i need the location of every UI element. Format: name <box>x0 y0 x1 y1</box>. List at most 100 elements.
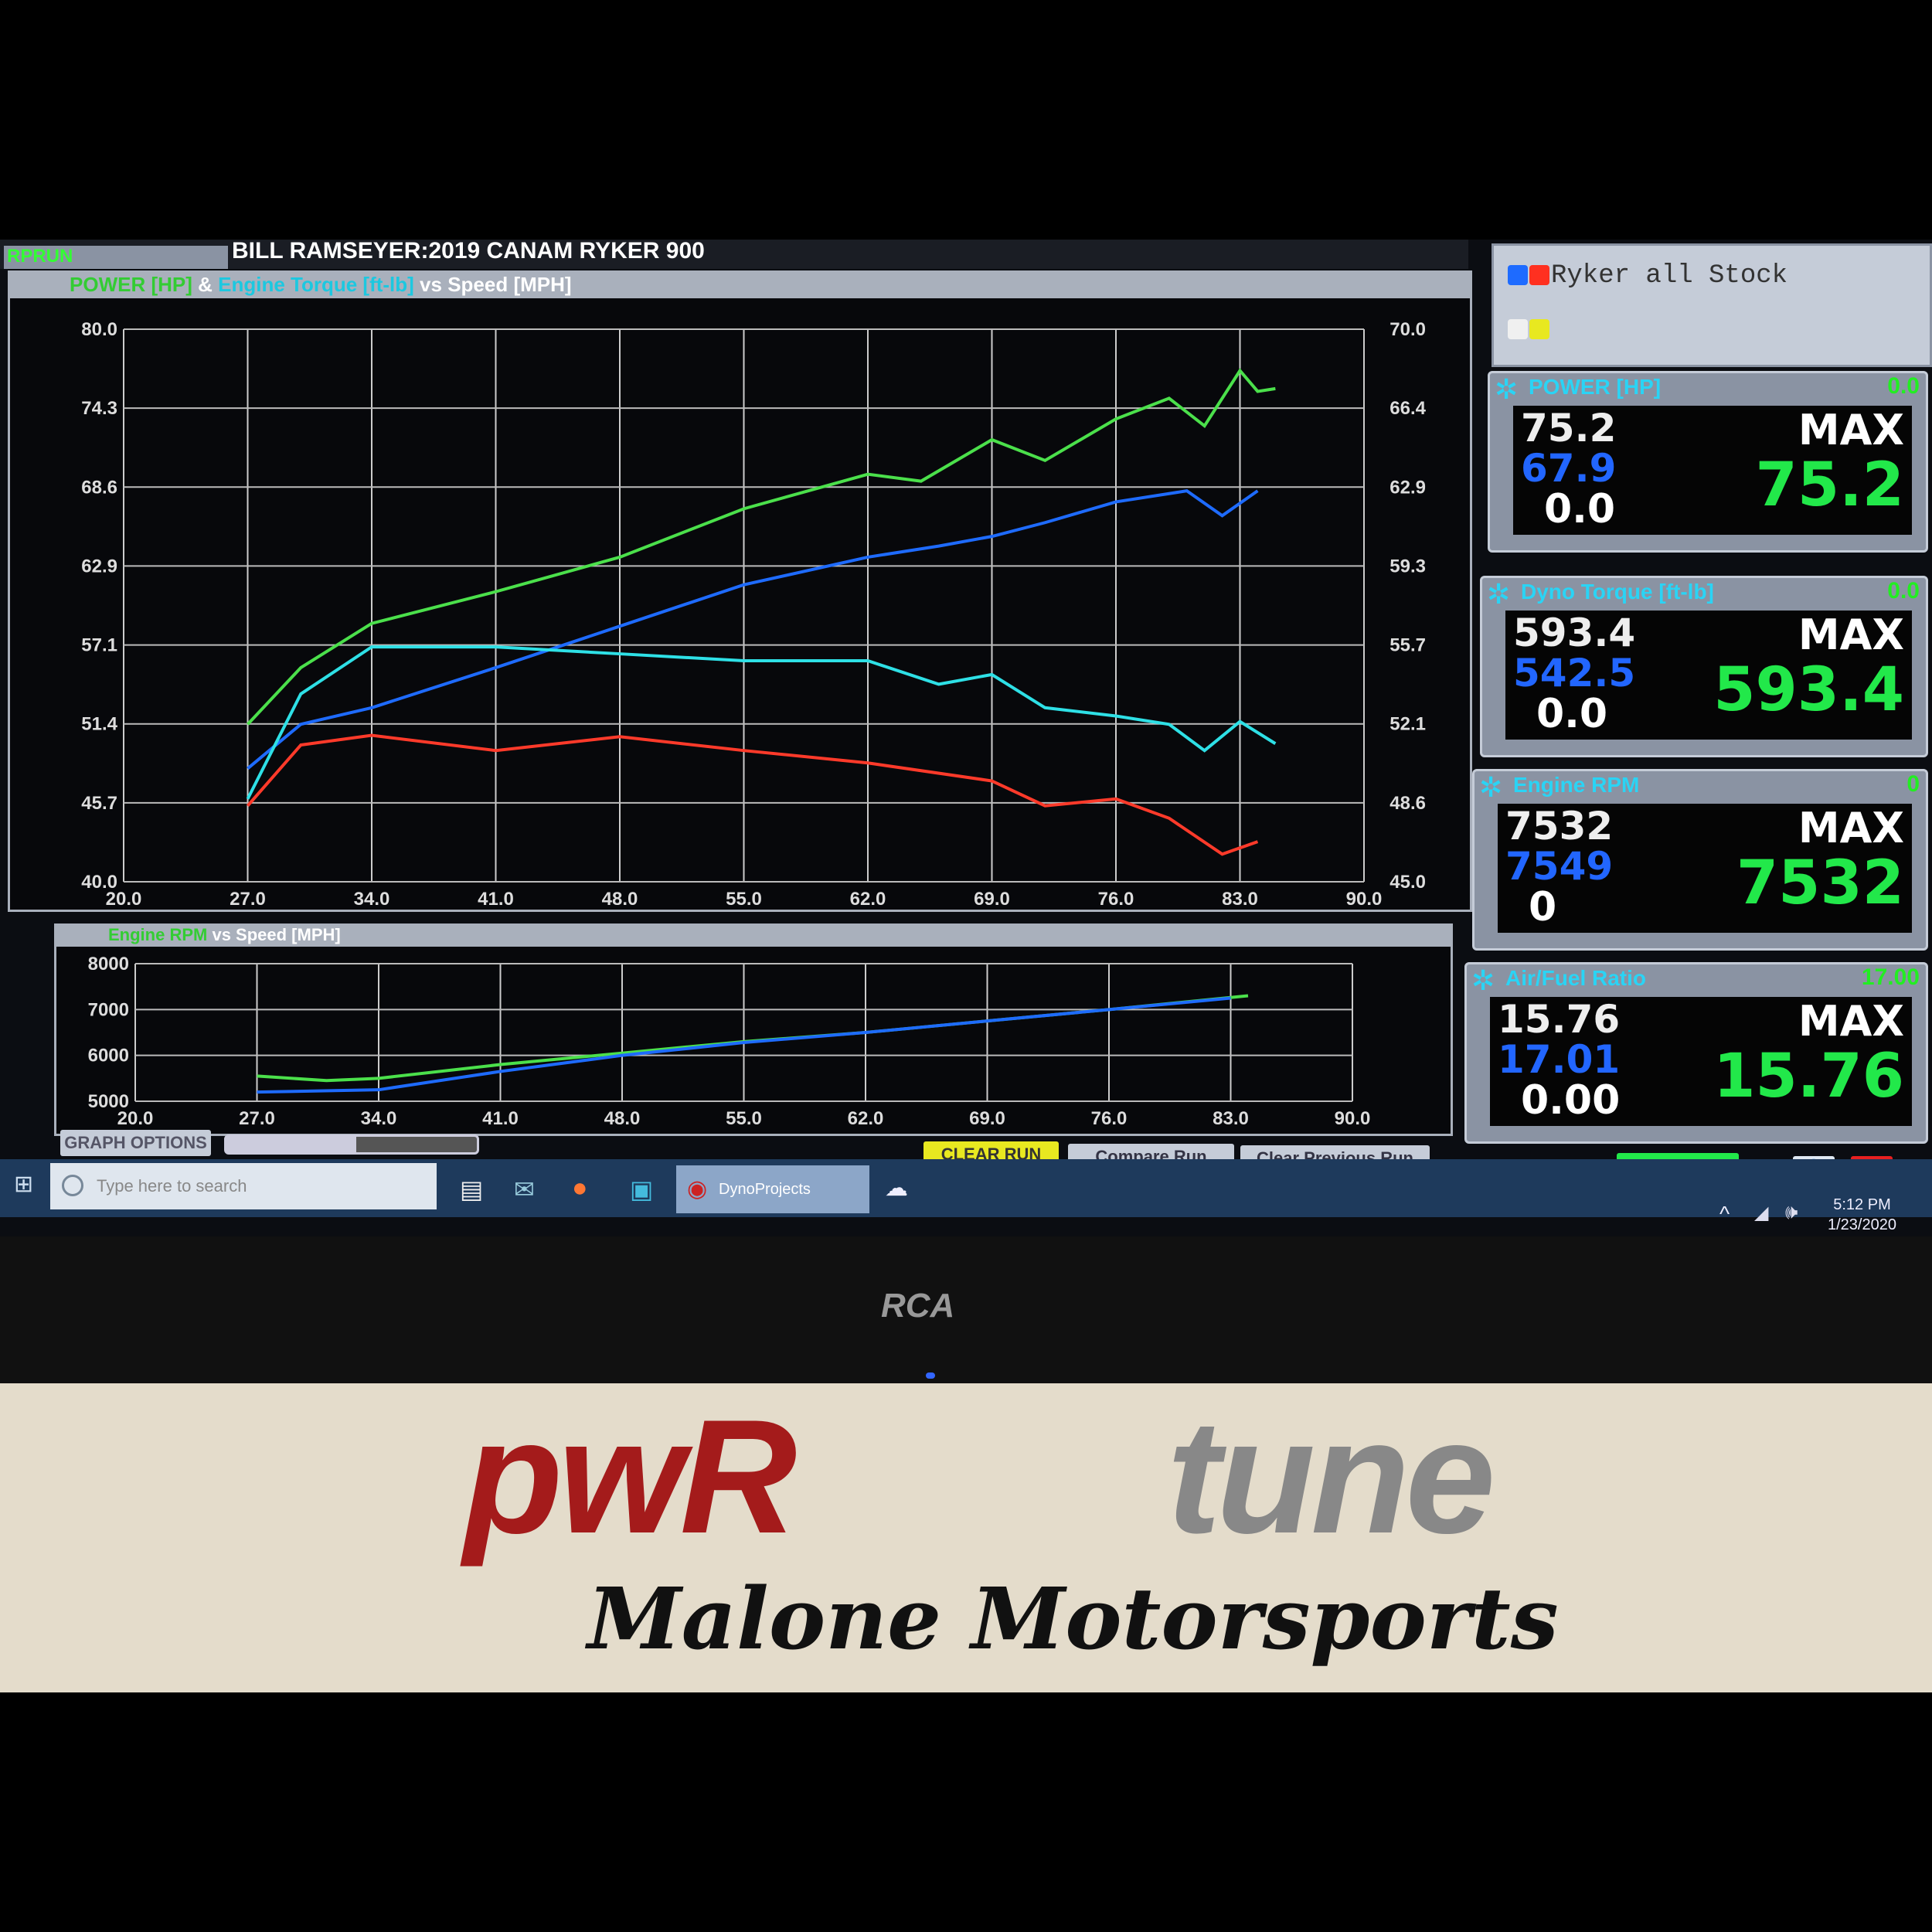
legend-run-1[interactable]: Ryker all Stock <box>1508 261 1787 291</box>
x-tick-label: 83.0 <box>1213 1108 1249 1129</box>
gauge-max-label: MAX <box>1798 406 1904 454</box>
gauge-third: 0.00 <box>1521 1077 1621 1124</box>
y-tick-label: 5000 <box>88 1091 129 1112</box>
y-tick-label: 68.6 <box>81 477 117 498</box>
monitor-bezel <box>0 1236 1932 1383</box>
right-y-tick-label: 48.6 <box>1389 793 1426 814</box>
y-tick-label: 80.0 <box>81 319 117 340</box>
file-explorer-icon[interactable]: ▤ <box>460 1175 484 1203</box>
gauge-third: 0 <box>1529 884 1557 930</box>
x-tick-label: 48.0 <box>604 1108 641 1129</box>
taskbar-search-input[interactable]: Type here to search <box>50 1163 437 1209</box>
title-bar <box>0 240 1468 269</box>
y-tick-label: 62.9 <box>81 556 117 577</box>
x-tick-label: 34.0 <box>361 1108 397 1129</box>
run-title: BILL RAMSEYER:2019 CANAM RYKER 900 <box>232 238 705 264</box>
right-y-tick-label: 62.9 <box>1389 477 1426 498</box>
progress-slider[interactable] <box>224 1134 479 1155</box>
x-tick-label: 48.0 <box>602 889 638 910</box>
gauge-third: 0.0 <box>1536 691 1608 737</box>
gauge-3: ✲ Air/Fuel Ratio 17.00 15.76 17.01 0.00 … <box>1464 962 1928 1144</box>
x-tick-label: 27.0 <box>239 1108 275 1129</box>
x-tick-label: 69.0 <box>969 1108 1005 1129</box>
x-tick-label: 55.0 <box>726 1108 762 1129</box>
gauge-corner-value: 0.0 <box>1887 578 1920 604</box>
gauge-gear-icon[interactable]: ✲ <box>1471 964 1495 996</box>
progress-fill <box>226 1137 357 1152</box>
gauge-gear-icon[interactable]: ✲ <box>1495 373 1519 405</box>
gauge-title: Air/Fuel Ratio <box>1505 966 1647 990</box>
series-line-3 <box>246 733 1259 856</box>
gauge-max-value: 75.2 <box>1755 451 1904 520</box>
banner-logo-red: pwR <box>464 1386 797 1567</box>
x-tick-label: 90.0 <box>1346 889 1383 910</box>
firefox-icon[interactable]: ● <box>572 1173 588 1202</box>
x-tick-label: 62.0 <box>848 1108 884 1129</box>
x-tick-label: 27.0 <box>230 889 266 910</box>
main-chart-title: POWER [HP] & Engine Torque [ft-lb] vs Sp… <box>8 270 1472 298</box>
y-tick-label: 7000 <box>88 999 129 1020</box>
gauge-corner-value: 17.00 <box>1861 964 1920 990</box>
windows-start-icon[interactable]: ⊞ <box>14 1172 34 1197</box>
series-line-1 <box>257 996 1231 1094</box>
gauge-1: ✲ Dyno Torque [ft-lb] 0.0 593.4 542.5 0.… <box>1480 576 1928 757</box>
gauge-current: 75.2 <box>1521 406 1617 451</box>
store-icon[interactable]: ▣ <box>630 1175 654 1203</box>
x-tick-label: 76.0 <box>1098 889 1134 910</box>
search-icon <box>62 1175 83 1196</box>
banner <box>0 1383 1932 1692</box>
gauge-current: 7532 <box>1505 804 1614 849</box>
monitor-brand-logo: RCA <box>881 1287 955 1325</box>
title-torque: Engine Torque [ft-lb] <box>218 273 414 296</box>
gauge-current: 15.76 <box>1498 997 1621 1042</box>
title-rpm: Engine RPM <box>108 925 208 944</box>
gauge-corner-value: 0.0 <box>1887 373 1920 399</box>
gauge-previous: 7549 <box>1505 844 1614 889</box>
gauge-max-value: 7532 <box>1736 849 1904 918</box>
main-chart: 20.0 27.0 34.0 41.0 48.0 55.0 62.0 69.0 76.0 83.0… <box>81 319 1426 910</box>
x-tick-label: 41.0 <box>478 889 514 910</box>
right-y-tick-label: 55.7 <box>1389 635 1426 656</box>
gauge-third: 0.0 <box>1544 486 1616 532</box>
x-tick-label: 20.0 <box>117 1108 154 1129</box>
gauge-0: ✲ POWER [HP] 0.0 75.2 67.9 0.0 MAX 75.2 <box>1488 371 1928 553</box>
title-power: POWER [HP] <box>70 273 192 296</box>
series-line-2 <box>246 645 1277 800</box>
gauge-max-label: MAX <box>1798 997 1904 1046</box>
cloud-app-icon[interactable]: ☁ <box>885 1175 908 1201</box>
gauge-max-value: 593.4 <box>1713 655 1904 725</box>
right-y-tick-label: 45.0 <box>1389 872 1426 893</box>
power-led <box>926 1372 935 1379</box>
right-y-tick-label: 59.3 <box>1389 556 1426 577</box>
gauge-gear-icon[interactable]: ✲ <box>1487 578 1511 610</box>
clock-date: 1/23/2020 <box>1828 1216 1896 1233</box>
gauge-display: 75.2 67.9 0.0 MAX 75.2 <box>1513 406 1912 535</box>
x-tick-label: 90.0 <box>1335 1108 1371 1129</box>
rpm-chart: 20.0 27.0 34.0 41.0 48.0 55.0 62.0 69.0 76.0 83.0… <box>88 954 1371 1129</box>
gauge-current: 593.4 <box>1513 611 1636 655</box>
gauge-gear-icon[interactable]: ✲ <box>1479 771 1503 803</box>
gauge-max-label: MAX <box>1798 611 1904 659</box>
y-tick-label: 8000 <box>88 954 129 975</box>
legend-run-2[interactable] <box>1508 315 1551 345</box>
network-icon[interactable]: ◢ <box>1754 1202 1769 1223</box>
y-tick-label: 6000 <box>88 1046 129 1066</box>
swatch-white <box>1508 319 1528 340</box>
main-chart-panel <box>8 270 1472 912</box>
graph-options-button[interactable]: GRAPH OPTIONS <box>60 1130 211 1156</box>
volume-icon[interactable]: 🕪 <box>1785 1200 1798 1223</box>
clock[interactable]: 5:12 PM 1/23/2020 <box>1828 1195 1896 1235</box>
x-tick-label: 62.0 <box>850 889 886 910</box>
x-tick-label: 55.0 <box>726 889 762 910</box>
gauge-corner-value: 0 <box>1906 771 1920 797</box>
gauge-previous: 67.9 <box>1521 446 1617 491</box>
taskbar-app-dyno[interactable]: ◉ DynoProjects <box>676 1165 869 1213</box>
banner-logo-gray: tune <box>1167 1386 1495 1567</box>
y-tick-label: 40.0 <box>81 872 117 893</box>
title-vs-speed: vs Speed [MPH] <box>207 925 341 944</box>
right-y-tick-label: 52.1 <box>1389 714 1426 735</box>
mail-icon[interactable]: ✉ <box>514 1175 535 1203</box>
x-tick-label: 34.0 <box>354 889 390 910</box>
tray-chevron-icon[interactable]: ^ <box>1719 1202 1730 1226</box>
gauge-display: 15.76 17.01 0.00 MAX 15.76 <box>1490 997 1912 1126</box>
